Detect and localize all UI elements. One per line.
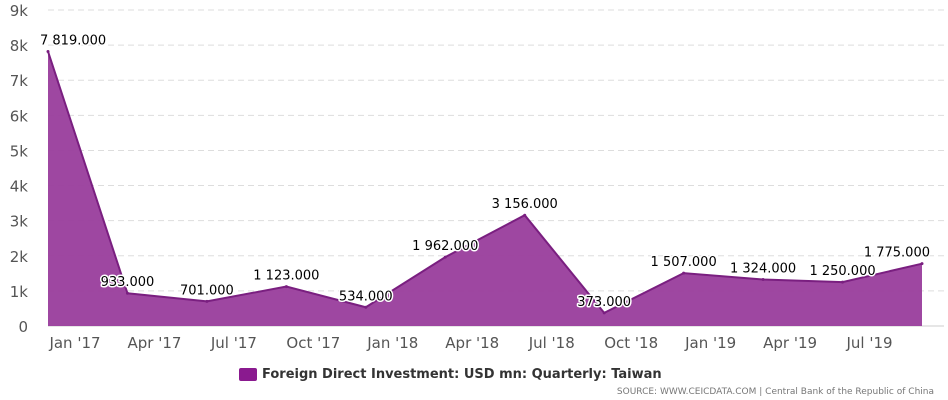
data-label: 7 819.000 xyxy=(40,33,106,48)
data-label: 701.000 xyxy=(180,283,234,298)
data-point[interactable] xyxy=(46,49,50,53)
data-label: 1 775.000 xyxy=(864,246,930,261)
data-label: 1 324.000 xyxy=(730,262,796,277)
data-label: 534.000 xyxy=(339,289,393,304)
data-point[interactable] xyxy=(682,271,686,275)
series-area xyxy=(46,49,924,327)
x-tick-label: Apr '19 xyxy=(763,334,817,352)
data-label: 1 962.000 xyxy=(412,239,478,254)
x-tick-label: Jul '17 xyxy=(210,334,257,352)
data-label: 1 123.000 xyxy=(253,269,319,284)
data-point[interactable] xyxy=(523,213,527,217)
data-point[interactable] xyxy=(602,311,606,315)
series-line xyxy=(47,51,923,315)
x-tick-label: Oct '17 xyxy=(286,334,340,352)
data-point[interactable] xyxy=(920,262,924,266)
x-tick-label: Apr '17 xyxy=(127,334,181,352)
data-point[interactable] xyxy=(125,291,129,295)
data-point[interactable] xyxy=(841,280,845,284)
y-tick-label: 0 xyxy=(18,318,28,336)
y-axis-ticks: 0 1k 2k 3k 4k 5k 6k 7k 8k 9k xyxy=(10,2,29,336)
series-area-fill xyxy=(48,51,922,327)
source-note: SOURCE: WWW.CEICDATA.COM | Central Bank … xyxy=(616,387,934,397)
y-tick-label: 5k xyxy=(10,142,29,160)
data-point[interactable] xyxy=(761,278,765,282)
data-labels: 7 819.000 933.000 701.000 1 123.000 534.000 1… xyxy=(39,32,932,311)
x-tick-label: Jan '17 xyxy=(48,334,100,352)
y-tick-label: 2k xyxy=(10,248,29,266)
data-point[interactable] xyxy=(364,305,368,309)
data-label: 933.000 xyxy=(101,275,155,290)
y-tick-label: 8k xyxy=(10,37,29,55)
data-label: 373.000 xyxy=(577,295,631,310)
data-point[interactable] xyxy=(205,299,209,303)
data-point[interactable] xyxy=(443,255,447,259)
y-tick-label: 4k xyxy=(10,178,29,196)
y-tick-label: 6k xyxy=(10,107,29,125)
x-tick-label: Jan '19 xyxy=(684,334,736,352)
legend-label: Foreign Direct Investment: USD mn: Quart… xyxy=(262,367,662,382)
data-label: 1 507.000 xyxy=(651,255,717,270)
data-label: 1 250.000 xyxy=(809,264,875,279)
y-tick-label: 3k xyxy=(10,213,29,231)
x-tick-label: Jul '18 xyxy=(528,334,575,352)
x-tick-label: Oct '18 xyxy=(604,334,658,352)
x-tick-label: Apr '18 xyxy=(445,334,499,352)
data-point[interactable] xyxy=(284,285,288,289)
y-tick-label: 7k xyxy=(10,72,29,90)
chart-legend[interactable]: Foreign Direct Investment: USD mn: Quart… xyxy=(239,367,662,382)
y-tick-label: 1k xyxy=(10,283,29,301)
data-label: 3 156.000 xyxy=(492,197,558,212)
legend-swatch xyxy=(239,368,257,381)
y-tick-label: 9k xyxy=(10,2,29,20)
x-axis-ticks: Jan '17 Apr '17 Jul '17 Oct '17 Jan '18 Apr '… xyxy=(48,334,892,352)
x-tick-label: Jan '18 xyxy=(366,334,418,352)
x-tick-label: Jul '19 xyxy=(846,334,893,352)
